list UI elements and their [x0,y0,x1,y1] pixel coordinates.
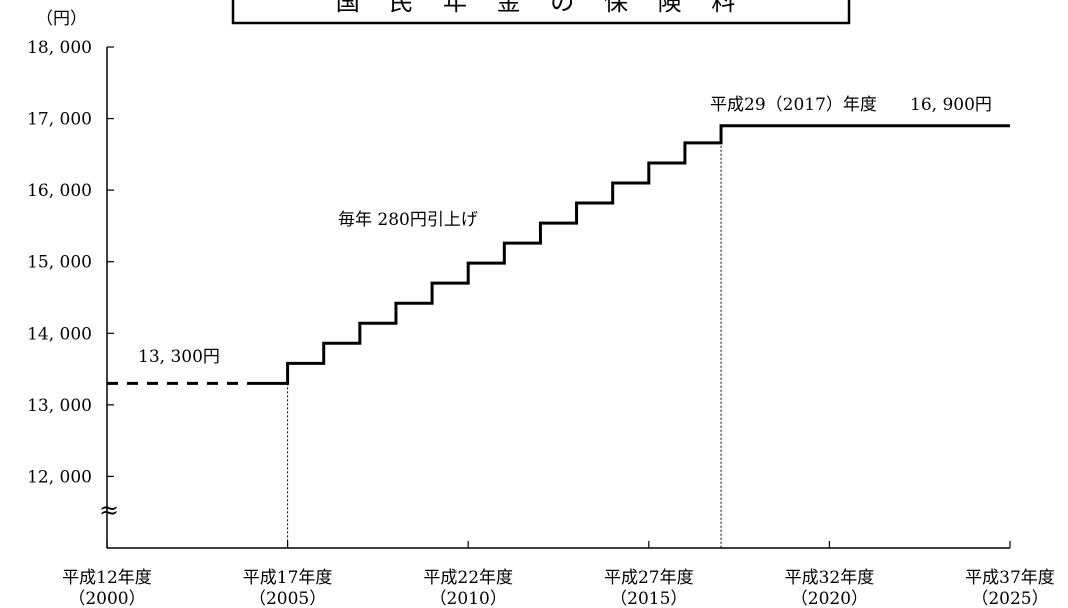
annotation-yearly-increase: 毎年 280円引上げ [338,210,478,230]
annotation-final-year: 平成29（2017）年度 [710,95,877,115]
annotations: 13, 300円 毎年 280円引上げ 平成29（2017）年度 16, 900… [138,95,992,367]
y-tick-label: 16, 000 [27,181,92,201]
y-tick-label: 14, 000 [27,324,92,344]
y-axis: 18, 000 17, 000 16, 000 15, 000 14, 000 13, 0… [27,38,114,548]
annotation-final-value: 16, 900円 [910,95,992,115]
premium-series [107,124,1010,385]
y-tick-label: 12, 000 [27,467,92,487]
premium-step-line [247,124,1010,385]
x-tick-label-year: 平成12年度 [62,568,152,588]
chart-title: 国 民 年 金 の 保 険 料 [336,0,746,16]
x-axis: 平成12年度（2000） 平成17年度（2005） 平成22年度（2010） 平成27… [62,541,1055,608]
y-tick-label: 17, 000 [27,110,92,130]
x-tick-label-year: 平成32年度 [785,568,875,588]
y-tick-label: 15, 000 [27,253,92,273]
y-axis-unit-label: （円） [36,9,87,29]
y-tick-label: 13, 000 [27,396,92,416]
title-box-frame [231,0,851,25]
x-tick-label-year: 平成27年度 [604,568,694,588]
x-tick-label-western: （2020） [791,589,868,608]
chart-title-box: 国 民 年 金 の 保 険 料 [231,0,851,25]
x-tick-label-year: 平成22年度 [423,568,513,588]
reference-lines [287,125,722,548]
x-tick-label-western: （2010） [430,589,507,608]
axis-break-icon: ≈ [99,496,119,524]
x-tick-label-western: （2015） [610,589,687,608]
x-tick-label-year: 平成37年度 [965,568,1055,588]
x-tick-label-western: （2000） [68,589,145,608]
y-tick-label: 18, 000 [27,38,92,58]
x-tick-label-western: （2025） [971,589,1048,608]
annotation-start-value: 13, 300円 [138,347,220,367]
x-tick-label-western: （2005） [249,589,326,608]
x-tick-label-year: 平成17年度 [243,568,333,588]
